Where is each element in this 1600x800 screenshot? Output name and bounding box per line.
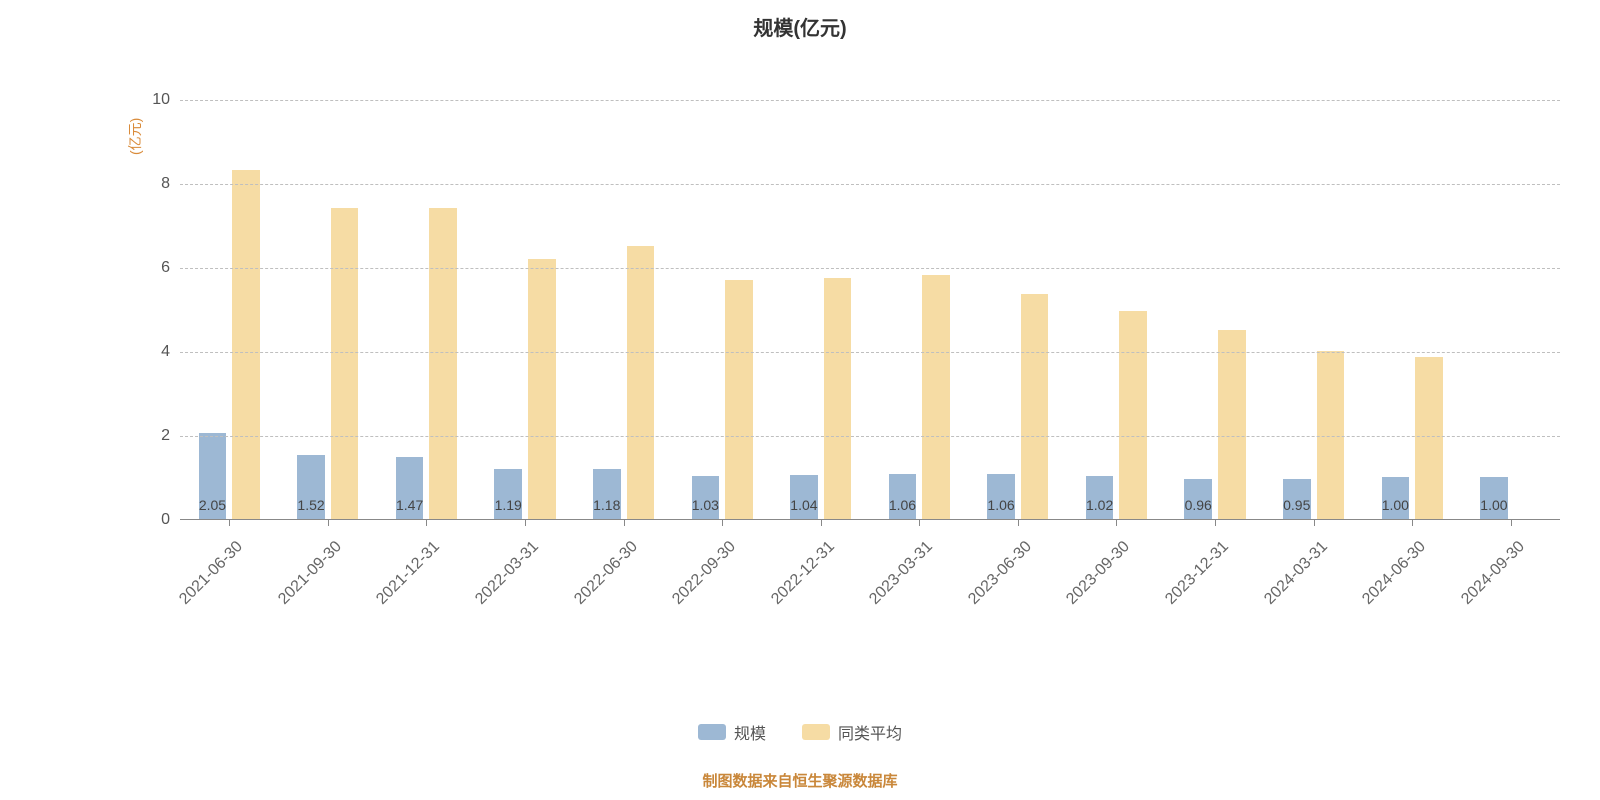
bar-scale: 1.04 <box>790 475 818 519</box>
x-tick-label: 2022-03-31 <box>459 538 542 621</box>
bar-peer-avg <box>725 280 753 519</box>
bar-peer-avg <box>1021 294 1049 519</box>
x-tick-label: 2021-06-30 <box>164 538 247 621</box>
y-tick-label: 8 <box>161 175 170 193</box>
x-tick <box>624 520 625 526</box>
bar-scale: 0.95 <box>1283 479 1311 519</box>
bar-peer-avg <box>627 246 655 519</box>
x-tick-label: 2022-12-31 <box>755 538 838 621</box>
x-tick-label: 2021-09-30 <box>262 538 345 621</box>
bar-value-label: 1.52 <box>297 497 324 513</box>
x-tick-label: 2024-09-30 <box>1445 538 1528 621</box>
bar-scale: 1.03 <box>692 476 720 519</box>
plot-area: 2.05 1.52 1.47 1.19 1.18 1.03 1.04 1.06 1.06 1.02… <box>180 100 1560 520</box>
x-tick <box>1314 520 1315 526</box>
x-tick <box>229 520 230 526</box>
grid-line <box>180 352 1560 353</box>
legend-swatch <box>802 724 830 740</box>
bar-scale: 1.47 <box>396 457 424 519</box>
x-tick <box>722 520 723 526</box>
bar-scale: 1.06 <box>987 474 1015 519</box>
y-tick-label: 6 <box>161 259 170 277</box>
bar-value-label: 1.00 <box>1480 497 1507 513</box>
legend-label: 规模 <box>734 720 766 744</box>
bar-peer-avg <box>331 208 359 519</box>
bar-value-label: 1.19 <box>495 497 522 513</box>
bar-value-label: 1.00 <box>1382 497 1409 513</box>
bar-value-label: 2.05 <box>199 497 226 513</box>
bar-value-label: 1.04 <box>790 497 817 513</box>
x-tick <box>1018 520 1019 526</box>
bar-peer-avg <box>922 275 950 519</box>
grid-line <box>180 100 1560 101</box>
bar-scale: 1.06 <box>889 474 917 519</box>
y-tick-label: 4 <box>161 343 170 361</box>
bar-scale: 1.19 <box>494 469 522 519</box>
bar-scale: 1.00 <box>1480 477 1508 519</box>
bar-peer-avg <box>1317 351 1345 519</box>
footnote: 制图数据来自恒生聚源数据库 <box>0 770 1600 791</box>
bar-value-label: 0.95 <box>1283 497 1310 513</box>
bar-scale: 1.00 <box>1382 477 1410 519</box>
y-tick-label: 0 <box>161 511 170 529</box>
bar-scale: 2.05 <box>199 433 227 519</box>
x-tick <box>821 520 822 526</box>
x-tick-label: 2023-09-30 <box>1051 538 1134 621</box>
legend: 规模 同类平均 <box>0 720 1600 745</box>
bar-value-label: 1.06 <box>987 497 1014 513</box>
bar-value-label: 1.18 <box>593 497 620 513</box>
bar-peer-avg <box>429 208 457 519</box>
x-tick-label: 2022-06-30 <box>558 538 641 621</box>
bar-value-label: 1.03 <box>692 497 719 513</box>
x-tick-label: 2021-12-31 <box>361 538 444 621</box>
bar-value-label: 1.47 <box>396 497 423 513</box>
bar-peer-avg <box>528 259 556 519</box>
legend-item: 规模 <box>698 720 766 744</box>
y-axis-label: (亿元) <box>125 118 145 155</box>
x-tick <box>1215 520 1216 526</box>
y-tick-label: 10 <box>152 91 170 109</box>
bar-scale: 0.96 <box>1184 479 1212 519</box>
bar-peer-avg <box>1119 311 1147 519</box>
y-tick-label: 2 <box>161 427 170 445</box>
x-tick-label: 2023-03-31 <box>854 538 937 621</box>
x-tick <box>1116 520 1117 526</box>
x-tick <box>919 520 920 526</box>
bar-peer-avg <box>1218 330 1246 519</box>
legend-swatch <box>698 724 726 740</box>
x-tick <box>1412 520 1413 526</box>
x-tick <box>328 520 329 526</box>
legend-item: 同类平均 <box>802 720 902 744</box>
bar-scale: 1.02 <box>1086 476 1114 519</box>
bar-peer-avg <box>1415 357 1443 519</box>
scale-chart: 规模(亿元) (亿元) 2.05 1.52 1.47 1.19 1.18 1.03 1.04… <box>0 0 1600 800</box>
bar-value-label: 1.06 <box>889 497 916 513</box>
bar-peer-avg <box>824 278 852 520</box>
grid-line <box>180 436 1560 437</box>
x-tick <box>426 520 427 526</box>
legend-label: 同类平均 <box>838 720 902 744</box>
grid-line <box>180 268 1560 269</box>
x-tick <box>1511 520 1512 526</box>
bar-value-label: 1.02 <box>1086 497 1113 513</box>
x-tick-label: 2023-12-31 <box>1149 538 1232 621</box>
x-tick-label: 2024-03-31 <box>1248 538 1331 621</box>
grid-line <box>180 184 1560 185</box>
x-tick-label: 2023-06-30 <box>952 538 1035 621</box>
bar-peer-avg <box>232 170 260 519</box>
chart-title: 规模(亿元) <box>0 12 1600 41</box>
x-tick-label: 2022-09-30 <box>656 538 739 621</box>
x-tick-label: 2024-06-30 <box>1346 538 1429 621</box>
bar-value-label: 0.96 <box>1185 497 1212 513</box>
x-tick <box>525 520 526 526</box>
bar-scale: 1.52 <box>297 455 325 519</box>
bar-scale: 1.18 <box>593 469 621 519</box>
